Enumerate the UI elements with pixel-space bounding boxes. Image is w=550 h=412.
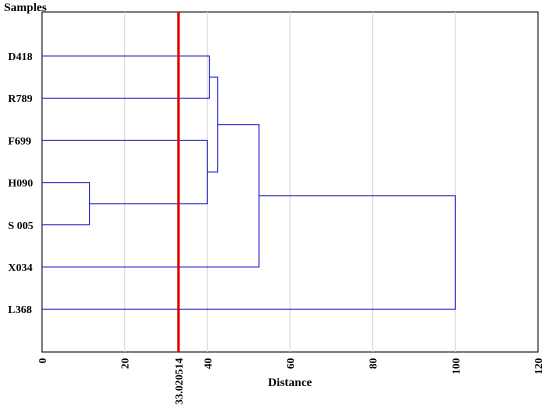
x-tick-label: 40 <box>202 358 214 370</box>
sample-labels: D418 R789 F699 H090 S 005 X034 L368 <box>8 51 34 316</box>
cutoff-line-group: 33.020514 <box>173 12 185 405</box>
x-tick-labels: 0 20 40 60 80 100 120 <box>37 358 545 375</box>
sample-label: L368 <box>8 304 32 316</box>
sample-label: D418 <box>8 51 33 63</box>
sample-label: F699 <box>8 135 32 147</box>
sample-label: H090 <box>8 178 34 190</box>
dendrogram-links <box>42 55 456 310</box>
dendrogram-link <box>42 195 456 310</box>
dendrogram-link <box>42 139 208 205</box>
x-tick-label: 80 <box>368 358 380 370</box>
sample-label: S 005 <box>8 220 34 232</box>
x-axis-title: Distance <box>268 375 313 389</box>
dendrogram-link <box>42 182 91 226</box>
x-tick-label: 0 <box>37 358 49 364</box>
x-tick-label: 60 <box>285 358 297 370</box>
sample-label: X034 <box>8 262 33 274</box>
sample-label: R789 <box>8 93 33 105</box>
cutoff-label: 33.020514 <box>173 358 185 405</box>
y-axis-title: Samples <box>4 0 47 14</box>
x-tick-label: 100 <box>450 358 462 375</box>
x-tick-label: 20 <box>120 358 132 370</box>
x-tick-label: 120 <box>533 358 545 375</box>
